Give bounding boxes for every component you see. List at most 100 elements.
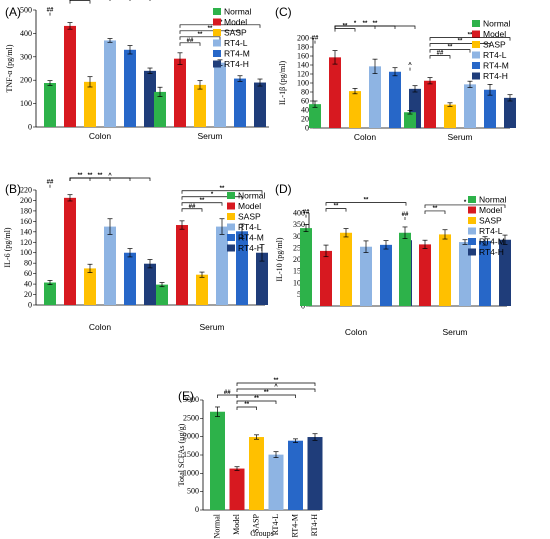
significance-label: ##	[47, 8, 54, 14]
legend-label-model: Model	[224, 17, 247, 27]
legend-swatch-sasp	[468, 217, 476, 224]
bar-rt4-m-serum	[234, 78, 246, 127]
y-tick-label: 0	[305, 124, 309, 133]
x-tick-label-normal: Normal	[213, 513, 222, 538]
y-axis-label: Total SCFAs (μg/g)	[177, 423, 186, 486]
significance-label: **	[208, 26, 213, 32]
y-tick-label: 100	[297, 79, 309, 88]
bar-model-serum	[424, 80, 436, 128]
legend-label-rt4-m: RT4-M	[238, 233, 264, 243]
significance-label: ^	[274, 384, 278, 390]
legend-label-model: Model	[483, 29, 506, 39]
bar-rt4-h-colon	[144, 263, 156, 305]
bar-rt4-m-colon	[389, 71, 401, 128]
legend-label-rt4-h: RT4-H	[224, 59, 249, 69]
category-label-colon: Colon	[89, 322, 111, 332]
legend-swatch-normal	[468, 196, 476, 203]
bar-sasp-colon	[340, 232, 352, 306]
y-tick-label: 200	[20, 76, 32, 85]
significance-label: ##	[312, 36, 319, 42]
significance-bracket	[325, 208, 347, 212]
significance-bracket	[236, 406, 257, 410]
legend-swatch-normal	[472, 20, 480, 27]
significance-label: **	[78, 173, 83, 179]
bar-model-serum	[176, 225, 188, 305]
y-tick-label: 200	[20, 196, 32, 205]
significance-label: *	[354, 21, 357, 27]
bar-rt4-h-serum	[499, 239, 511, 306]
bar-rt4-l-serum	[216, 226, 228, 305]
significance-bracket	[236, 388, 316, 392]
legend-swatch-normal	[227, 192, 235, 199]
bar-model-colon	[64, 197, 76, 305]
bar-rt4-h-serum	[256, 252, 268, 305]
significance-label: ^	[408, 63, 412, 69]
y-tick-label: 60	[24, 269, 32, 278]
legend-label-rt4-h: RT4-H	[238, 243, 263, 253]
bar-rt4-l-colon	[104, 40, 116, 127]
legend-swatch-rt4-l	[468, 227, 476, 235]
x-tick-label-sasp: SASP	[252, 513, 261, 533]
significance-bracket	[181, 202, 223, 206]
y-tick-label: 20	[301, 115, 309, 124]
significance-label: ##	[187, 38, 194, 44]
y-axis-label: IL-6 (pg/ml)	[3, 227, 12, 268]
legend-label-model: Model	[479, 205, 502, 215]
bar-sasp-colon	[84, 268, 96, 305]
significance-label: **	[98, 173, 103, 179]
bar-normal	[210, 411, 225, 510]
bar-rt4-h-colon	[144, 70, 156, 127]
bar-sasp-serum	[196, 274, 208, 305]
y-tick-label: 140	[20, 227, 32, 236]
legend-swatch-rt4-h	[472, 72, 480, 80]
bar-sasp-serum	[444, 104, 456, 128]
bar-sasp-colon	[349, 91, 361, 128]
significance-bracket	[69, 177, 151, 181]
significance-bracket	[325, 202, 407, 206]
significance-label: ##	[47, 180, 54, 186]
significance-bracket	[429, 49, 471, 53]
y-tick-label: 2000	[183, 432, 199, 441]
bar-rt4-m-serum	[484, 89, 496, 128]
y-tick-label: 160	[297, 52, 309, 61]
y-tick-label: 40	[301, 106, 309, 115]
bar-rt4-l	[268, 454, 284, 510]
legend-label-rt4-m: RT4-M	[483, 61, 509, 71]
legend-swatch-model	[468, 206, 476, 214]
bar-sasp-serum	[439, 234, 451, 306]
significance-label: **	[364, 198, 369, 204]
legend-label-rt4-m: RT4-M	[479, 237, 505, 247]
significance-label: ##	[189, 204, 196, 210]
legend-swatch-model	[213, 18, 221, 26]
bar-normal-colon	[300, 228, 312, 306]
significance-bracket	[236, 382, 316, 386]
significance-label: **	[343, 24, 348, 30]
y-tick-label: 180	[297, 43, 309, 52]
bar-rt4-l-serum	[464, 84, 476, 128]
legend-label-rt4-h: RT4-H	[479, 247, 504, 257]
y-tick-label: 0	[28, 301, 32, 310]
bar-normal-serum	[404, 112, 416, 128]
y-tick-label: 200	[293, 255, 305, 264]
significance-label: **	[200, 198, 205, 204]
panel-letter: (D)	[275, 182, 292, 196]
significance-label: **	[363, 21, 368, 27]
legend-label-rt4-l: RT4-L	[483, 50, 507, 60]
legend-label-model: Model	[238, 201, 261, 211]
y-axis-label: IL-1β (pg/ml)	[278, 61, 287, 106]
significance-label: *	[211, 192, 214, 198]
bar-rt4-m	[288, 440, 303, 510]
legend-swatch-normal	[213, 8, 221, 15]
category-label-serum: Serum	[199, 322, 224, 332]
y-tick-label: 60	[301, 97, 309, 106]
bar-sasp	[249, 437, 264, 510]
legend-label-sasp: SASP	[238, 212, 261, 222]
y-tick-label: 500	[187, 487, 199, 496]
significance-label: **	[244, 402, 249, 408]
x-axis-label: Groups	[250, 529, 274, 538]
bar-rt4-l-colon	[360, 246, 372, 306]
legend-swatch-rt4-l	[472, 51, 480, 59]
legend-label-rt4-l: RT4-L	[479, 226, 503, 236]
